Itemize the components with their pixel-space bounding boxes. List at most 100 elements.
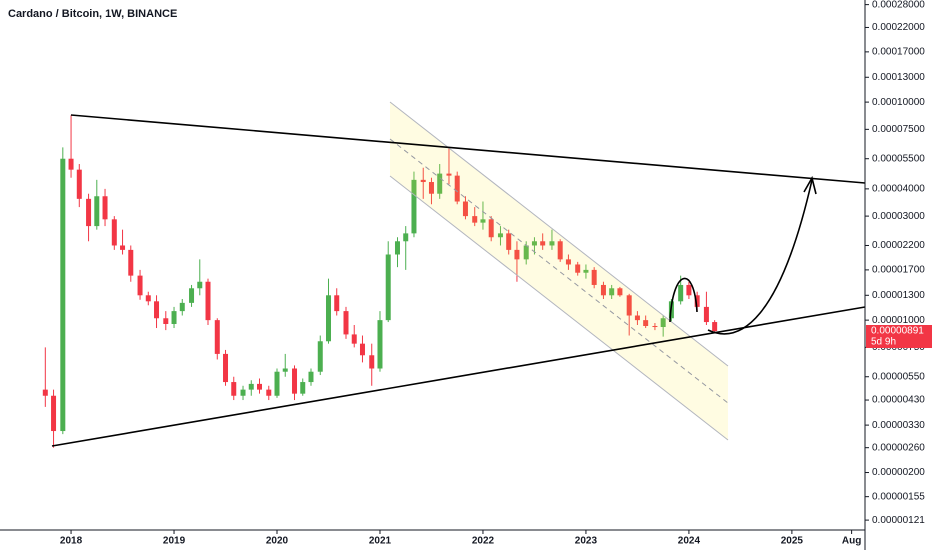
candle-body <box>591 269 597 285</box>
y-tick-label: 0.00001300 <box>872 290 925 301</box>
candle-body <box>394 241 400 255</box>
candle-body <box>51 395 57 432</box>
candle-body <box>86 198 92 227</box>
candle-body <box>652 325 658 328</box>
candle-body <box>325 295 331 342</box>
y-tick-label: 0.00000430 <box>872 395 925 406</box>
candle-body <box>308 371 314 383</box>
candle-body <box>480 219 486 223</box>
y-tick-label: 0.00004000 <box>872 184 925 195</box>
candle-body <box>557 241 563 260</box>
y-tick-label: 0.00010000 <box>872 97 925 108</box>
candle-body <box>660 318 666 328</box>
candle-body <box>189 288 195 303</box>
candle-body <box>154 301 160 319</box>
candle-body <box>565 259 571 265</box>
candle-body <box>403 233 409 242</box>
candle-body <box>506 233 512 250</box>
y-tick-label: 0.00022000 <box>872 22 925 33</box>
last-price: 0.00000891 <box>871 326 924 337</box>
candle-body <box>300 382 306 394</box>
projection-arrow <box>707 179 813 335</box>
y-tick-label: 0.00028000 <box>872 0 925 10</box>
candle-body <box>446 173 452 176</box>
candle-body <box>437 173 443 194</box>
candle-body <box>428 182 434 194</box>
x-tick-label: 2023 <box>575 536 598 547</box>
y-tick-label: 0.00013000 <box>872 72 925 83</box>
candle-body <box>137 275 143 296</box>
candle-body <box>120 245 126 250</box>
candle-body <box>205 281 211 321</box>
candle-body <box>694 295 700 307</box>
candle-body <box>385 254 391 321</box>
candle-body <box>411 179 417 234</box>
candle-body <box>334 295 340 312</box>
y-tick-label: 0.00000121 <box>872 515 925 526</box>
candle-body <box>317 341 323 372</box>
y-tick-label: 0.00002200 <box>872 240 925 251</box>
candle-body <box>523 245 529 260</box>
candle-body <box>462 201 468 217</box>
countdown: 5d 9h <box>871 337 896 348</box>
candle-body <box>454 175 460 202</box>
candle-body <box>266 389 272 396</box>
candle-body <box>248 383 254 390</box>
y-tick-label: 0.00000260 <box>872 442 925 453</box>
candle-body <box>377 320 383 369</box>
x-tick-label: 2024 <box>678 536 701 547</box>
candle-body <box>214 320 220 354</box>
axes: 0.00028000 0.00022000 0.00017000 0.00013000… <box>60 0 925 547</box>
candle-body <box>111 219 117 246</box>
x-tick-label: 2020 <box>266 536 289 547</box>
trend-upper <box>70 114 866 184</box>
time-axis-bg <box>0 530 865 550</box>
candle-body <box>163 318 169 325</box>
y-tick-label: 0.00007500 <box>872 124 925 135</box>
y-tick-label: 0.00000330 <box>872 420 925 431</box>
candle-body <box>609 288 615 296</box>
y-tick-label: 0.00000550 <box>872 371 925 382</box>
x-tick-label: 2018 <box>60 536 83 547</box>
candle-body <box>94 196 100 227</box>
candle-body <box>76 169 82 199</box>
candle-body <box>617 288 623 296</box>
chart-title: Cardano / Bitcoin, 1W, BINANCE <box>8 8 177 20</box>
price-axis-bg <box>865 0 932 550</box>
y-tick-label: 0.00017000 <box>872 47 925 58</box>
candle-body <box>68 158 74 170</box>
candle-body <box>42 389 48 396</box>
candle-body <box>686 284 692 296</box>
x-tick-label: 2021 <box>369 536 392 547</box>
x-tick-label: 2019 <box>163 536 186 547</box>
candle-body <box>369 355 375 369</box>
candle-body <box>472 216 478 223</box>
candle-body <box>359 343 365 356</box>
candle-body <box>179 302 185 312</box>
candle-body <box>643 320 649 326</box>
candle-body <box>634 315 640 321</box>
candle-body <box>540 241 546 246</box>
y-tick-label: 0.00003000 <box>872 211 925 222</box>
candle-body <box>678 284 684 302</box>
x-tick-label: 2022 <box>472 536 495 547</box>
y-tick-label: 0.00001000 <box>872 315 925 326</box>
candle-body <box>292 368 298 394</box>
channel-bottom <box>389 175 729 441</box>
candle-body <box>583 269 589 273</box>
candle-body <box>420 179 426 183</box>
candle-body <box>145 295 151 302</box>
candle-body <box>712 322 718 332</box>
candle-body <box>514 249 520 260</box>
candle-body <box>351 334 357 344</box>
candle-body <box>197 281 203 289</box>
candle-body <box>600 284 606 296</box>
candle-body <box>223 353 229 383</box>
y-tick-label: 0.00001700 <box>872 265 925 276</box>
arc-annotation <box>669 277 698 323</box>
trend-lower <box>51 306 866 447</box>
last-price-box <box>866 325 932 348</box>
y-tick-label: 0.00005500 <box>872 153 925 164</box>
